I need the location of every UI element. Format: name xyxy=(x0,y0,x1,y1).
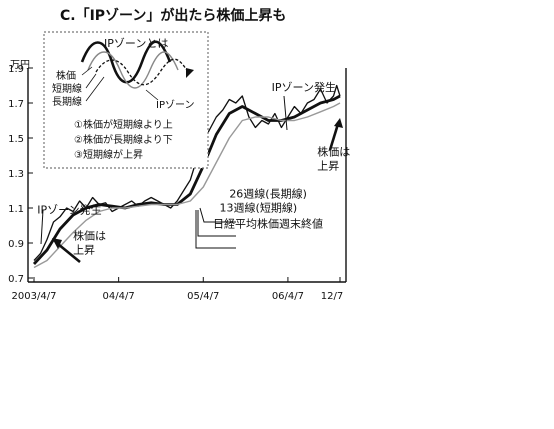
ip-zone-leader-right xyxy=(283,95,288,131)
annotation-layer: IPゾーン発生株価は上昇IPゾーン発生株価は上昇26週線(長期線)13週線(短期… xyxy=(37,80,350,257)
plot-frame xyxy=(27,68,347,283)
y-tick-label: 0.7 xyxy=(8,274,24,285)
x-tick-label: 12/7 xyxy=(321,291,343,302)
x-tick-label: 05/4/7 xyxy=(187,291,219,302)
y-tick-label: 1.9 xyxy=(8,64,24,75)
y-tick-label: 1.5 xyxy=(8,134,24,145)
y-tick-label: 0.9 xyxy=(8,239,24,250)
annotation-label: IPゾーン発生 xyxy=(272,80,336,94)
series-13-week xyxy=(32,94,341,265)
rise-arrow-left-head xyxy=(52,238,62,249)
inset-condition-2: ②株価が長期線より下 xyxy=(74,133,173,146)
rise-arrow-left xyxy=(57,242,81,264)
rise-arrow-right-head xyxy=(334,118,343,128)
x-tick-label: 06/4/7 xyxy=(272,291,304,302)
leader-26w xyxy=(199,207,236,223)
series-26-week xyxy=(33,102,341,269)
annotation-label: IPゾーン発生 xyxy=(37,202,101,216)
annotation-label: 日経平均株価週末終値 xyxy=(213,216,323,230)
ip-zone-inset: IPゾーンとは 株価 短期線 長期線 IPゾーン ①株価が短期線より上 ②株価が… xyxy=(43,31,209,169)
leader-close xyxy=(195,210,236,249)
y-tick-label: 1.1 xyxy=(8,204,24,215)
annotation-label: 26週線(長期線) xyxy=(229,187,307,201)
y-axis-ticks: 0.7 0.9 1.1 1.3 1.5 1.7 1.9 xyxy=(8,64,33,285)
inset-label-long: 長期線 xyxy=(52,95,82,108)
annotation-label: 株価は xyxy=(73,229,106,243)
annotation-label: 株価は xyxy=(317,145,350,159)
y-unit-label: 万円 xyxy=(10,60,30,71)
x-tick-label: 2003/4/7 xyxy=(12,291,57,302)
ip-zone-leader-left xyxy=(40,209,44,245)
inset-condition-1: ①株価が短期線より上 xyxy=(74,118,173,131)
inset-arrow-head xyxy=(186,68,194,78)
annotation-label: 13週線(短期線) xyxy=(220,201,298,215)
rise-arrow-right xyxy=(328,123,340,151)
annotation-label: 上昇 xyxy=(317,160,339,173)
inset-long-curve xyxy=(95,58,189,86)
inset-label-short: 短期線 xyxy=(52,82,82,95)
inset-label-zone: IPゾーン xyxy=(156,99,194,111)
inset-short-curve xyxy=(87,51,179,89)
x-tick-label: 04/4/7 xyxy=(103,291,135,302)
leader-13w xyxy=(197,210,236,237)
inset-condition-3: ③短期線が上昇 xyxy=(74,148,143,161)
y-tick-label: 1.3 xyxy=(8,169,24,180)
inset-title: IPゾーンとは xyxy=(104,37,168,50)
y-tick-label: 1.7 xyxy=(8,99,24,110)
inset-border xyxy=(43,31,209,169)
inset-label-price: 株価 xyxy=(56,69,76,82)
x-axis-ticks: 2003/4/7 04/4/7 05/4/7 06/4/7 12/7 xyxy=(12,277,343,302)
chart-title: C.「IPゾーン」が出たら株価上昇も xyxy=(60,7,286,24)
annotation-label: 上昇 xyxy=(73,244,95,257)
series-layer xyxy=(32,84,341,269)
annotation-arrows xyxy=(40,95,343,264)
